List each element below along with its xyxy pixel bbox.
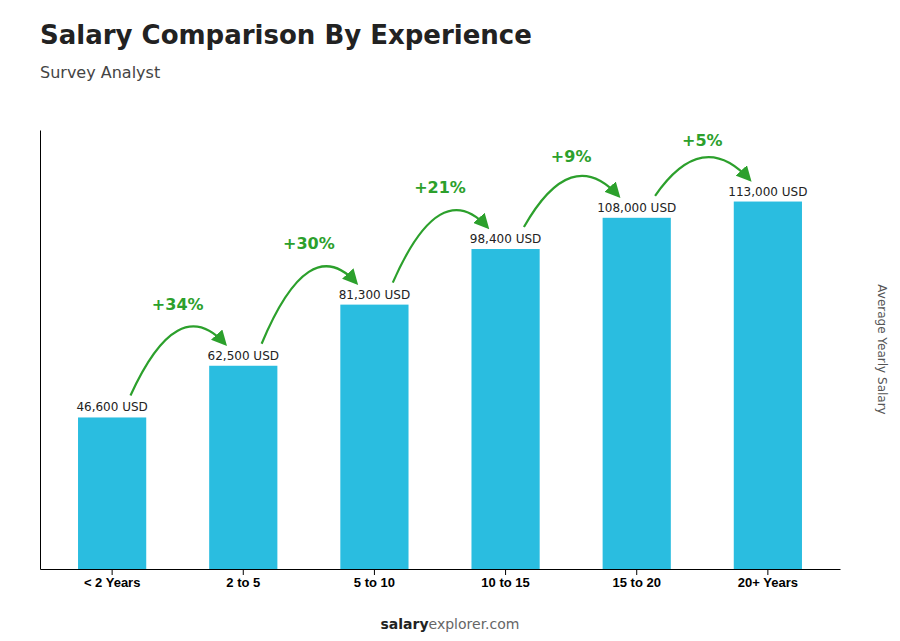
subtitle: Survey Analyst: [40, 63, 160, 82]
x-tick-label: 5 to 10: [354, 575, 395, 590]
change-arrow: [262, 266, 356, 344]
plot: < 2 Years 2 to 5 5 to 10 10 to 15 15 to 20 20…: [41, 131, 841, 591]
bar: [603, 218, 671, 569]
change-arrow: [393, 210, 487, 283]
y-axis-line: [40, 131, 41, 570]
x-tick-mark: [112, 569, 113, 575]
data-label: 81,300 USD: [339, 288, 410, 302]
x-axis-line: [41, 569, 841, 570]
bar: [78, 417, 146, 569]
bars: [78, 202, 802, 569]
x-tick-label: 20+ Years: [738, 575, 798, 590]
x-tick-mark: [767, 569, 768, 575]
change-label: +21%: [414, 178, 466, 197]
title: Salary Comparison By Experience: [40, 20, 532, 50]
change-annotations: +34% +30% +21% +9% +5%: [130, 131, 749, 396]
x-tick: 15 to 20: [613, 569, 661, 590]
bar: [340, 305, 408, 569]
x-tick-label: < 2 Years: [84, 575, 141, 590]
data-label: 108,000 USD: [597, 201, 676, 215]
x-tick-mark: [505, 569, 506, 575]
bar: [471, 249, 539, 569]
chart: Salary Comparison By Experience Survey An…: [0, 0, 900, 641]
change-arrow: [524, 176, 618, 227]
bar: [734, 202, 802, 569]
bar: [209, 366, 277, 569]
x-tick-label: 10 to 15: [481, 575, 529, 590]
footer-part: salary: [381, 616, 429, 632]
x-tick: 20+ Years: [738, 569, 798, 590]
x-tick-mark: [636, 569, 637, 575]
x-tick: 10 to 15: [481, 569, 529, 590]
data-label: 113,000 USD: [728, 185, 807, 199]
x-tick: 2 to 5: [226, 569, 260, 590]
x-tick: < 2 Years: [84, 569, 141, 590]
x-axis: < 2 Years 2 to 5 5 to 10 10 to 15 15 to 20 20…: [41, 569, 841, 590]
change-arrow: [130, 326, 224, 395]
x-tick-mark: [374, 569, 375, 575]
change-label: +34%: [152, 295, 204, 314]
x-tick-mark: [243, 569, 244, 575]
x-tick: 5 to 10: [354, 569, 395, 590]
footer-part: explorer.com: [429, 616, 520, 632]
change-label: +5%: [682, 131, 723, 150]
data-labels: 46,600 USD 62,500 USD 81,300 USD 98,400 USD…: [76, 185, 807, 415]
change-label: +9%: [551, 147, 592, 166]
x-tick-label: 2 to 5: [226, 575, 260, 590]
footer: salaryexplorer.com: [381, 616, 520, 632]
change-arrow: [655, 157, 749, 196]
y-axis: [40, 131, 41, 570]
data-label: 62,500 USD: [208, 349, 279, 363]
y-axis-title: Average Yearly Salary: [875, 284, 889, 414]
data-label: 98,400 USD: [470, 232, 541, 246]
change-label: +30%: [283, 234, 335, 253]
x-tick-label: 15 to 20: [613, 575, 661, 590]
data-label: 46,600 USD: [76, 400, 147, 414]
